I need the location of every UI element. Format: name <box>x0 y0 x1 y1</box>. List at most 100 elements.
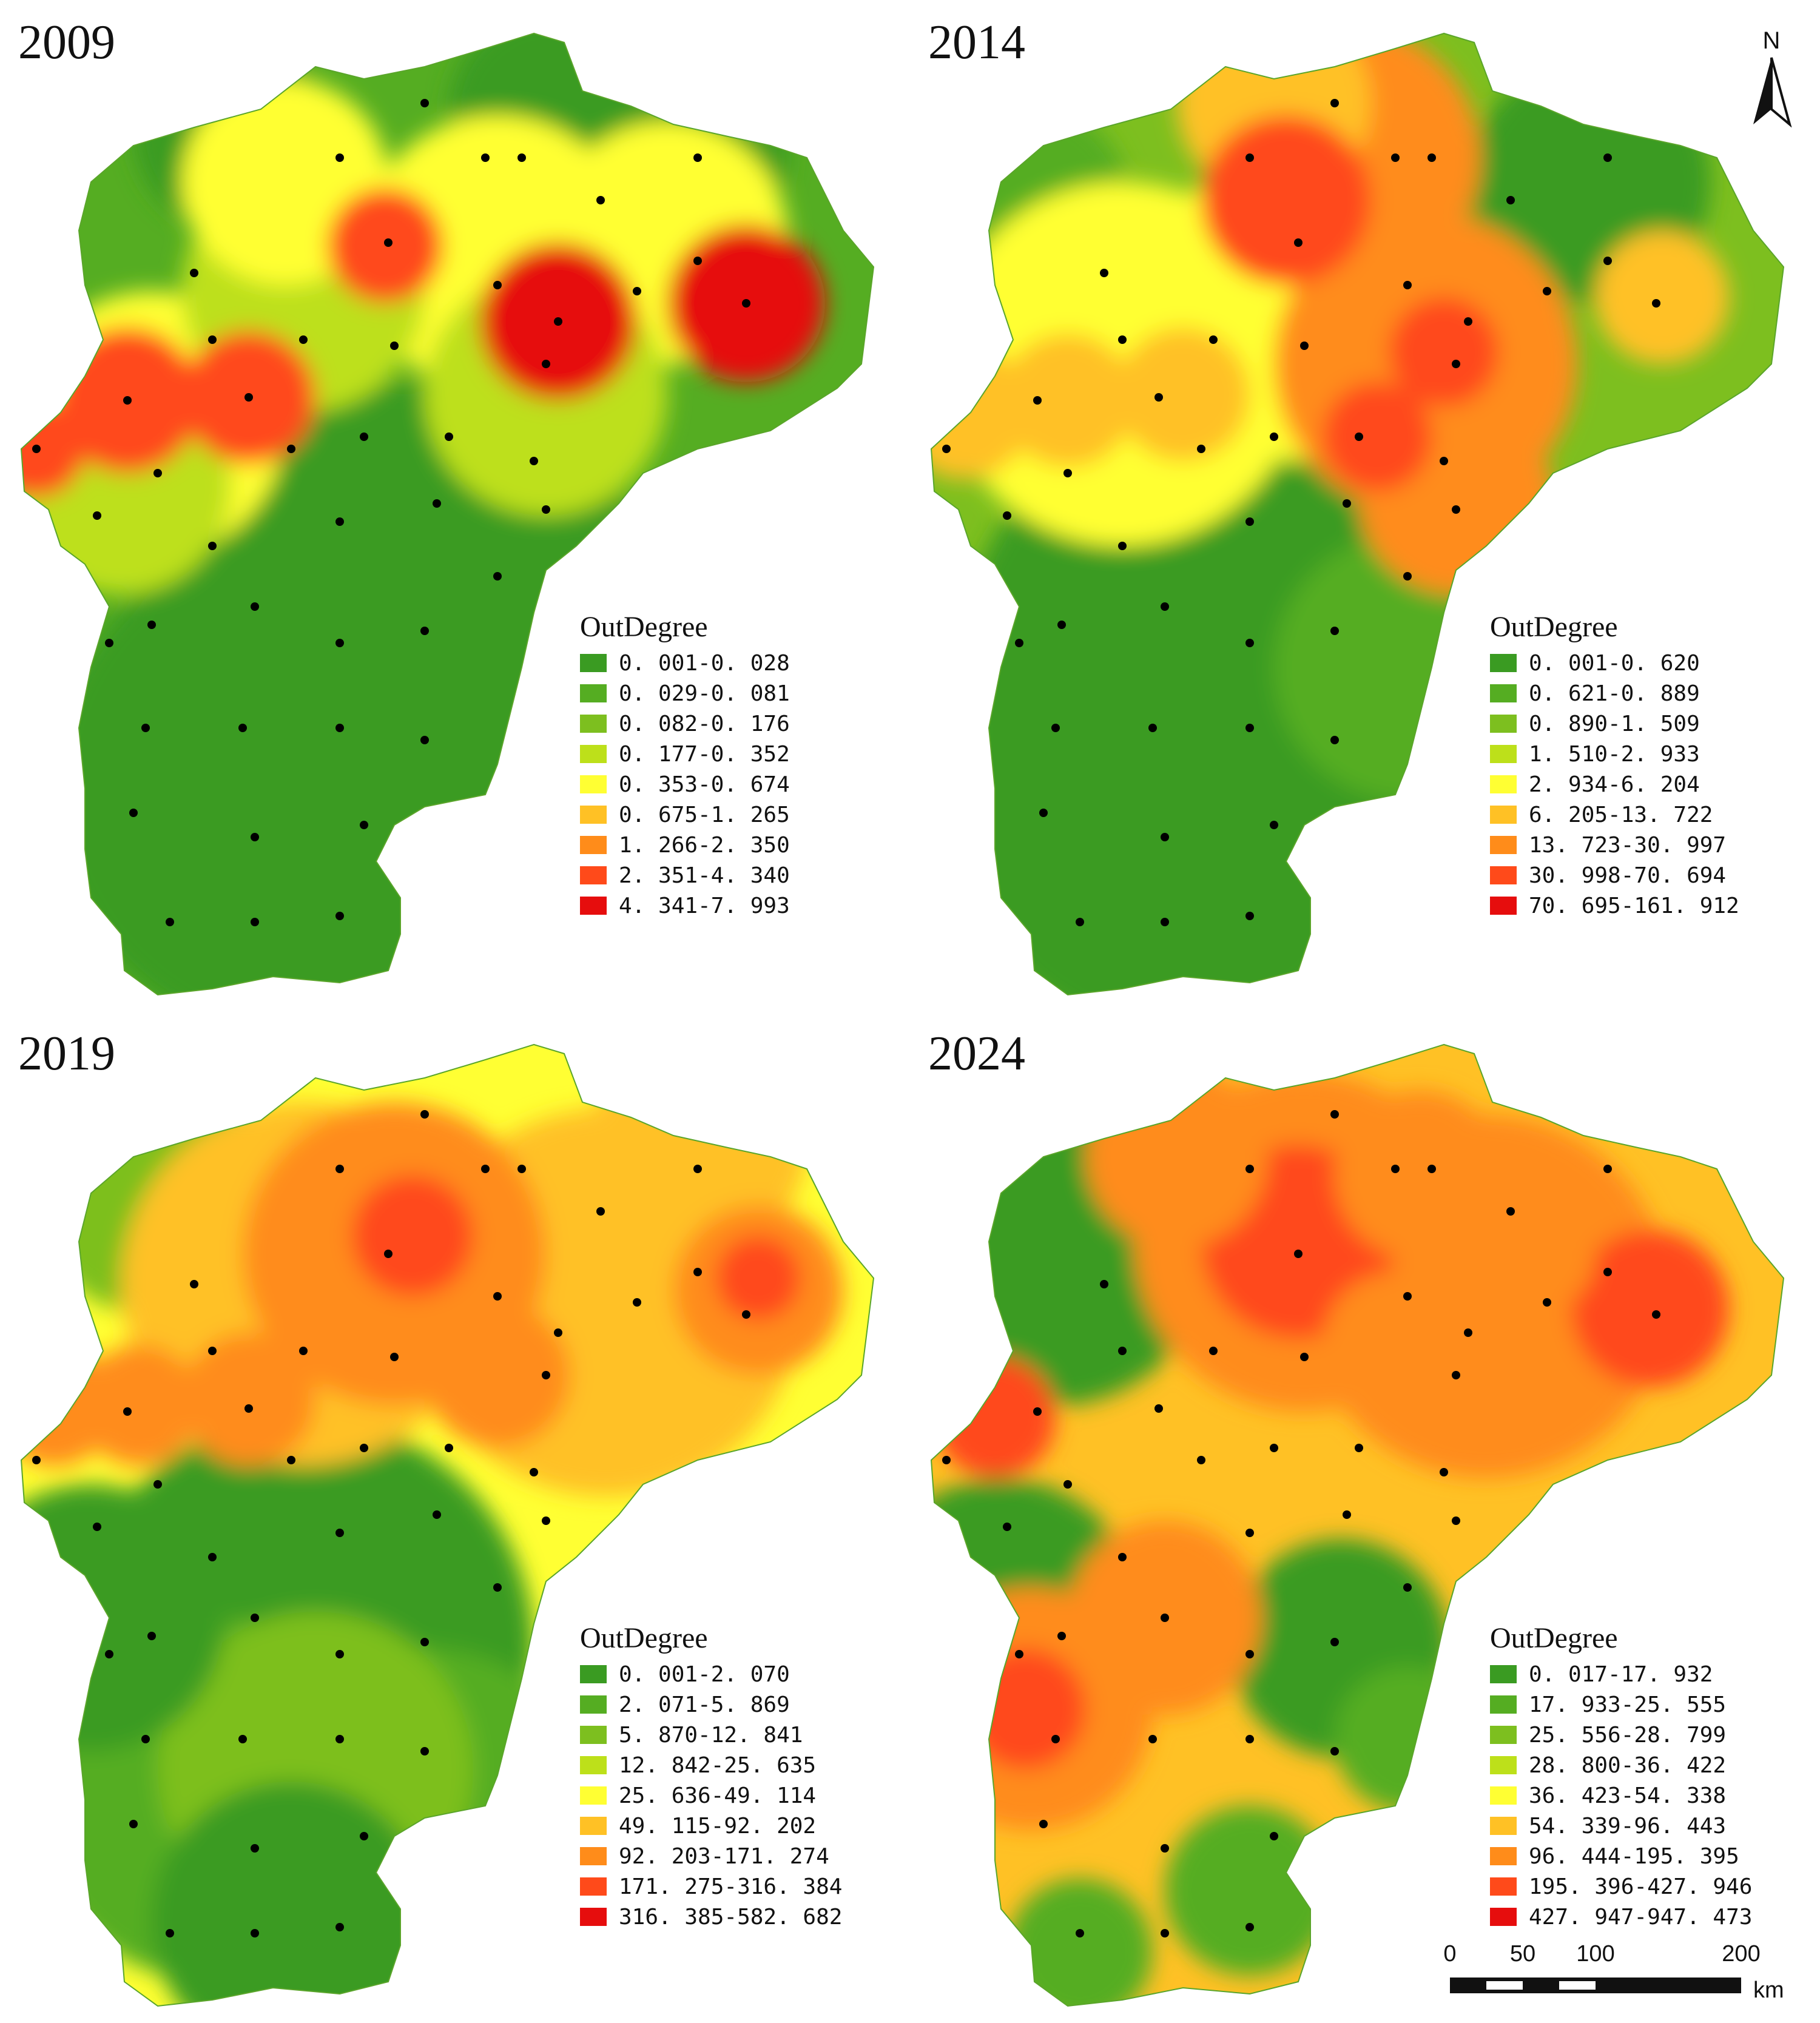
city-point <box>1403 1292 1412 1301</box>
city-point <box>238 724 247 732</box>
city-point <box>105 1650 113 1658</box>
city-point <box>93 1523 101 1531</box>
city-point <box>1100 269 1108 277</box>
city-point <box>633 99 641 107</box>
map-panel-2019: 2019 OutDegree 0. 001-2. 070 2. 071-5. 869… <box>0 1011 910 2022</box>
legend-item: 70. 695-161. 912 <box>1490 890 1739 921</box>
city-point <box>1403 281 1412 289</box>
city-point <box>208 542 217 550</box>
city-point <box>1033 1407 1042 1416</box>
legend: OutDegree 0. 001-2. 070 2. 071-5. 869 5. 87… <box>580 1624 842 1932</box>
city-point <box>1100 1280 1108 1288</box>
city-point <box>1161 1844 1169 1853</box>
city-point <box>554 1328 562 1337</box>
city-point <box>335 1650 344 1658</box>
city-point <box>1148 724 1157 732</box>
legend-item: 6. 205-13. 722 <box>1490 799 1739 830</box>
legend-label: 25. 556-28. 799 <box>1529 1722 1727 1748</box>
city-point <box>1652 299 1660 308</box>
legend-swatch <box>1490 836 1517 854</box>
city-point <box>420 99 429 107</box>
legend-label: 13. 723-30. 997 <box>1529 832 1727 858</box>
city-point <box>1543 99 1551 107</box>
city-point <box>1039 809 1048 817</box>
legend-swatch <box>1490 866 1517 884</box>
city-point <box>1440 457 1448 465</box>
city-point <box>1051 1735 1060 1743</box>
legend-swatch <box>580 866 607 884</box>
legend-swatch <box>580 1908 607 1926</box>
city-point <box>1015 1650 1023 1658</box>
legend-swatch <box>580 684 607 702</box>
city-point <box>141 724 150 732</box>
legend-swatch <box>1490 1665 1517 1683</box>
city-point <box>1427 153 1436 162</box>
hotspot-zone <box>1001 334 1134 467</box>
city-point <box>433 499 441 508</box>
low-value-zone <box>1335 1666 1480 1812</box>
legend-swatch <box>1490 1786 1517 1805</box>
choropleth-map <box>930 32 1785 996</box>
city-point <box>251 1929 259 1937</box>
legend-label: 49. 115-92. 202 <box>619 1813 817 1839</box>
city-point <box>238 1735 247 1743</box>
city-point <box>1543 1298 1551 1307</box>
city-point <box>1015 639 1023 647</box>
city-point <box>530 1468 538 1476</box>
hotspot-zone <box>79 1345 200 1466</box>
legend-item: 17. 933-25. 555 <box>1490 1689 1752 1720</box>
legend: OutDegree 0. 001-0. 028 0. 029-0. 081 0. 08… <box>580 613 790 921</box>
legend-item: 0. 621-0. 889 <box>1490 678 1739 709</box>
region-boundary <box>20 1043 875 2007</box>
legend-swatch <box>580 1726 607 1744</box>
legend-item: 4. 341-7. 993 <box>580 890 790 921</box>
city-point <box>1270 821 1278 829</box>
city-point <box>141 1735 150 1743</box>
legend-label: 28. 800-36. 422 <box>1529 1752 1727 1778</box>
city-point <box>1245 912 1254 920</box>
city-point <box>1161 1614 1169 1622</box>
city-point <box>530 457 538 465</box>
city-point <box>1452 360 1460 368</box>
legend-swatch <box>1490 745 1517 763</box>
legend-item: 316. 385-582. 682 <box>580 1902 842 1932</box>
scale-bar: 0 50 100 200 km <box>1443 1941 1796 2014</box>
city-point <box>299 335 308 344</box>
city-point <box>554 317 562 326</box>
city-point <box>1427 1165 1436 1173</box>
city-point <box>542 1516 550 1525</box>
city-point <box>384 1250 393 1258</box>
city-point <box>1294 238 1303 247</box>
north-arrow-icon: N <box>1753 27 1792 127</box>
legend-label: 54. 339-96. 443 <box>1529 1813 1727 1839</box>
hotspot-zone <box>1571 1230 1729 1387</box>
legend-item: 92. 203-171. 274 <box>580 1841 842 1871</box>
legend-swatch <box>580 654 607 672</box>
city-point <box>1330 627 1339 635</box>
legend-swatch <box>1490 654 1517 672</box>
legend-label: 0. 001-2. 070 <box>619 1661 790 1687</box>
city-point <box>693 257 702 265</box>
city-point <box>190 1280 198 1288</box>
legend-swatch <box>580 1665 607 1683</box>
city-point <box>93 511 101 520</box>
legend-label: 2. 071-5. 869 <box>619 1692 790 1717</box>
city-point <box>360 1444 368 1452</box>
city-point <box>1161 833 1169 841</box>
legend-swatch <box>580 836 607 854</box>
legend-swatch <box>1490 1726 1517 1744</box>
legend-item: 12. 842-25. 635 <box>580 1750 842 1780</box>
city-point <box>1154 393 1163 402</box>
legend-label: 0. 029-0. 081 <box>619 681 790 706</box>
legend-label: 36. 423-54. 338 <box>1529 1783 1727 1808</box>
city-point <box>1391 1165 1400 1173</box>
city-point <box>481 1165 490 1173</box>
city-point <box>1063 1480 1072 1489</box>
city-point <box>633 1110 641 1119</box>
city-point <box>1003 1523 1011 1531</box>
city-point <box>129 1820 138 1828</box>
city-point <box>1245 1650 1254 1658</box>
city-point <box>742 1310 750 1319</box>
legend: OutDegree 0. 017-17. 932 17. 933-25. 555 25… <box>1490 1624 1752 1932</box>
city-point <box>384 238 393 247</box>
